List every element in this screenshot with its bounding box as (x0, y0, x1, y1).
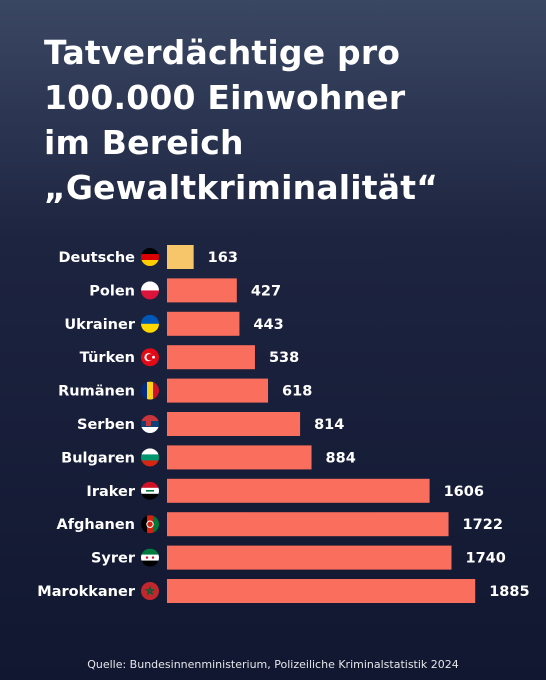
value-label: 1885 (489, 584, 529, 600)
value-label: 814 (314, 417, 344, 433)
flag-bulgaria-icon (141, 448, 159, 467)
flag-ukraine-icon (141, 314, 159, 333)
category-label: Türken (80, 350, 135, 366)
bar-row: Syrer 1740 (91, 545, 506, 570)
value-label: 538 (269, 350, 299, 366)
title-line-2: 100.000 Einwohner (44, 78, 406, 117)
category-label: Serben (77, 417, 135, 433)
flag-syria-icon (141, 548, 159, 567)
bar-row: Polen 427 (89, 278, 281, 303)
title-line-3: im Bereich (44, 123, 244, 162)
bar (167, 478, 430, 503)
bar-row: Bulgaren 884 (61, 445, 356, 470)
bar (167, 579, 476, 603)
flag-romania-icon (141, 381, 159, 400)
category-label: Iraker (86, 484, 135, 500)
bar (167, 311, 240, 336)
chart-title: Tatverdächtige pro 100.000 Einwohner im … (44, 30, 524, 210)
value-label: 1606 (444, 484, 484, 500)
bar-row: Ukrainer 443 (64, 311, 284, 336)
bar-row: Türken 538 (80, 345, 299, 370)
flag-turkey-icon (141, 348, 159, 367)
bar (167, 345, 255, 370)
title-line-4: „Gewaltkriminalität“ (44, 168, 439, 207)
category-label: Bulgaren (61, 450, 135, 466)
bar (167, 378, 269, 403)
title-line-1: Tatverdächtige pro (44, 33, 401, 72)
category-label: Polen (89, 283, 135, 299)
bar-row: Afghanen 1722 (57, 512, 503, 537)
bar (167, 278, 237, 303)
bar (167, 512, 449, 537)
bar (167, 445, 312, 470)
bar-row: Deutsche 163 (58, 245, 238, 269)
bar-row: Serben 814 (77, 412, 344, 436)
category-label: Syrer (91, 551, 136, 567)
category-label: Ukrainer (64, 317, 135, 333)
source-note: Quelle: Bundesinnenministerium, Polizeil… (87, 658, 459, 671)
value-label: 443 (253, 317, 283, 333)
category-label: Afghanen (57, 517, 136, 533)
bar (167, 245, 194, 269)
bar-row: Rumänen 618 (58, 378, 312, 403)
value-label: 884 (326, 450, 356, 466)
bar (167, 545, 452, 570)
category-label: Marokkaner (37, 584, 136, 600)
value-label: 427 (251, 283, 281, 299)
flag-serbia-icon (141, 415, 159, 433)
bar-row: Iraker 1606 (86, 478, 484, 503)
flag-afghanistan-icon (141, 515, 159, 534)
category-label: Rumänen (58, 384, 135, 400)
category-label: Deutsche (58, 250, 135, 266)
bar (167, 412, 301, 436)
flag-germany-icon (141, 248, 159, 266)
bar-row: Marokkaner 1885 (37, 579, 530, 603)
flag-morocco-icon (141, 582, 159, 600)
value-label: 618 (282, 384, 312, 400)
value-label: 1722 (463, 517, 503, 533)
flag-iraq-icon (141, 481, 159, 500)
flag-poland-icon (141, 281, 159, 300)
value-label: 1740 (465, 551, 505, 567)
value-label: 163 (208, 250, 238, 266)
